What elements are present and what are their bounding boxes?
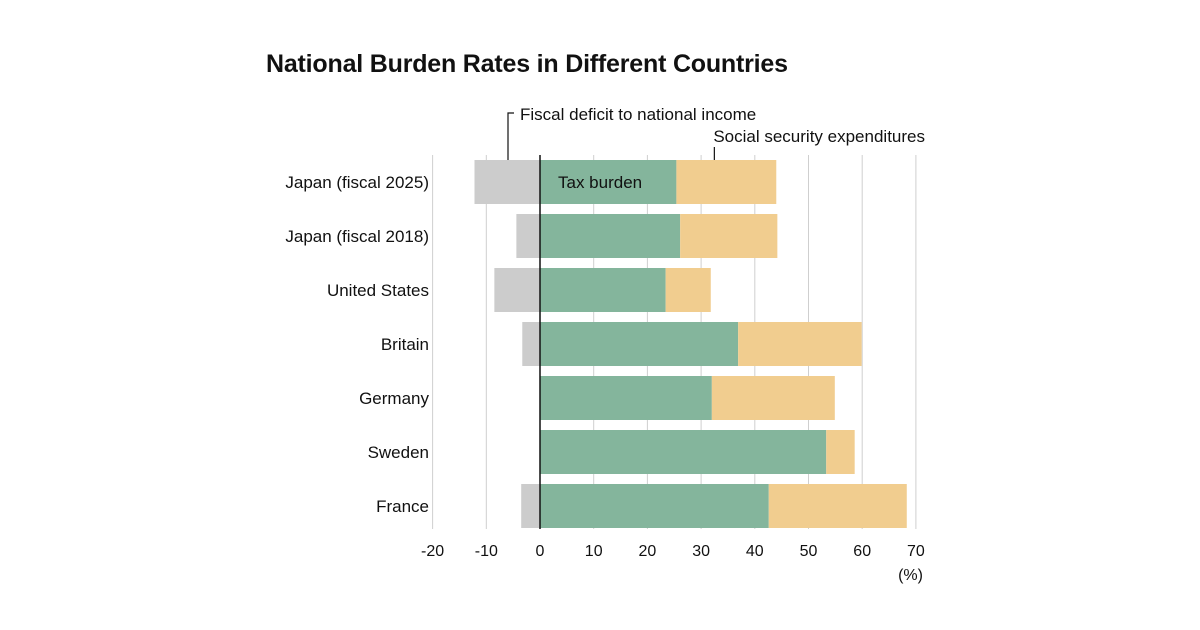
category-label: Japan (fiscal 2025) — [285, 173, 429, 192]
bar-tax-germany — [540, 376, 712, 420]
x-tick-label: 20 — [639, 543, 657, 560]
annotation-leader-deficit — [507, 112, 514, 160]
x-tick-label: 40 — [746, 543, 764, 560]
x-tick-label: 50 — [800, 543, 818, 560]
bar-social-japan-fiscal-2018 — [680, 214, 778, 258]
bar-deficit-united-states — [494, 268, 540, 312]
x-tick-labels: -20 -10 0 10 20 30 40 50 60 70 (%) — [421, 543, 925, 584]
category-labels: Japan (fiscal 2025) Japan (fiscal 2018) Un… — [285, 173, 429, 516]
bar-tax-japan-fiscal-2018 — [540, 214, 681, 258]
category-label: Britain — [381, 335, 429, 354]
annotation-social-security: Social security expenditures — [713, 127, 925, 146]
bar-tax-britain — [540, 322, 739, 366]
category-label: Germany — [359, 389, 429, 408]
category-label: United States — [327, 281, 429, 300]
category-label: France — [376, 497, 429, 516]
bar-social-japan-fiscal-2025 — [676, 160, 777, 204]
bar-deficit-japan-fiscal-2025 — [474, 160, 540, 204]
bar-social-britain — [738, 322, 862, 366]
bar-tax-france — [540, 484, 769, 528]
bar-social-united-states — [665, 268, 711, 312]
annotation-tax-burden: Tax burden — [558, 173, 642, 192]
x-tick-label: 10 — [585, 543, 603, 560]
chart-title: National Burden Rates in Different Count… — [266, 50, 788, 78]
bar-social-germany — [711, 376, 835, 420]
category-label: Japan (fiscal 2018) — [285, 227, 429, 246]
bar-deficit-japan-fiscal-2018 — [516, 214, 540, 258]
x-tick-label: 0 — [536, 543, 545, 560]
annotations: Tax burden Fiscal deficit to national inc… — [507, 105, 925, 192]
bar-tax-sweden — [540, 430, 827, 474]
bar-tax-united-states — [540, 268, 666, 312]
unit-label: (%) — [898, 567, 923, 584]
bars — [474, 160, 907, 528]
bar-deficit-britain — [522, 322, 540, 366]
x-tick-label: -10 — [475, 543, 498, 560]
x-tick-label: 70 — [907, 543, 925, 560]
bar-social-sweden — [826, 430, 855, 474]
bar-tax-japan-fiscal-2025 — [540, 160, 677, 204]
annotation-fiscal-deficit: Fiscal deficit to national income — [520, 105, 756, 124]
x-tick-label: -20 — [421, 543, 444, 560]
bar-social-france — [768, 484, 907, 528]
x-tick-label: 30 — [692, 543, 710, 560]
bar-deficit-france — [521, 484, 540, 528]
x-tick-label: 60 — [853, 543, 871, 560]
category-label: Sweden — [368, 443, 429, 462]
